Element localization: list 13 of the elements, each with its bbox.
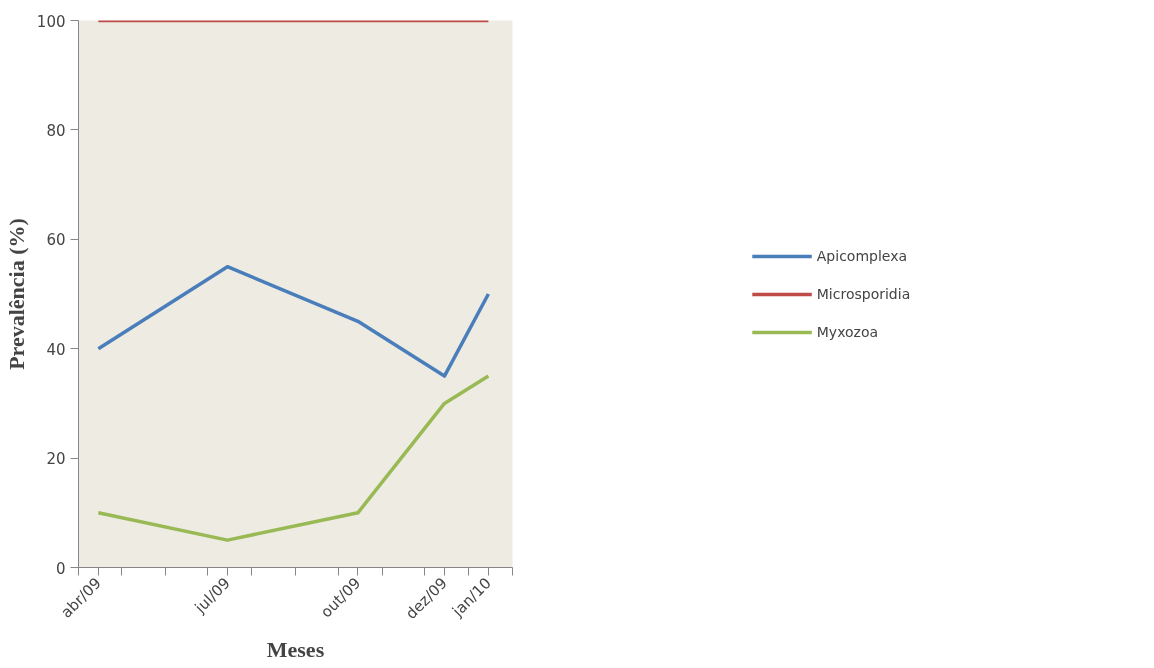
y-axis-title: Prevalência (%) bbox=[3, 218, 29, 370]
y-tick-label: 0 bbox=[55, 559, 66, 578]
x-axis-title: Meses bbox=[266, 637, 325, 663]
y-tick-label: 60 bbox=[46, 231, 66, 250]
y-tick-label: 40 bbox=[46, 340, 66, 359]
y-tick-label: 100 bbox=[36, 12, 66, 31]
y-tick-label: 20 bbox=[46, 450, 66, 469]
line-series bbox=[96, 264, 491, 378]
line-series bbox=[96, 374, 491, 542]
legend-label: Microsporidia bbox=[816, 285, 911, 302]
y-tick-label: 80 bbox=[46, 121, 66, 140]
legend-label: Apicomplexa bbox=[816, 247, 908, 264]
legend-label: Myxozoa bbox=[816, 323, 879, 340]
